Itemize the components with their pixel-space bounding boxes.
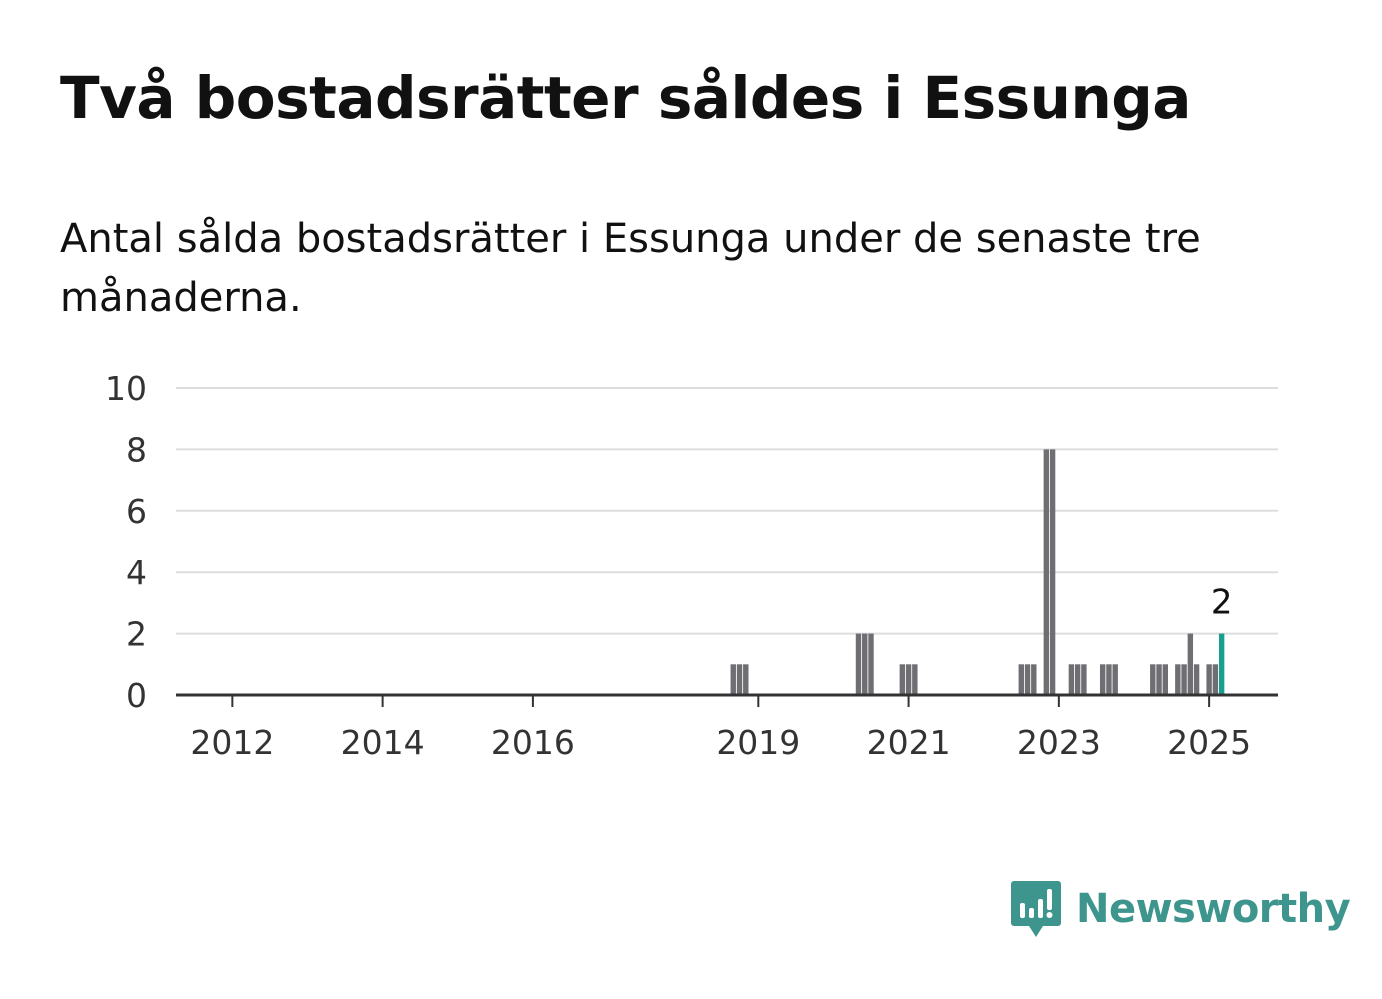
- bar: [1193, 664, 1200, 695]
- x-tick-label: 2023: [1017, 723, 1101, 762]
- y-tick-label: 8: [126, 430, 147, 469]
- y-tick-label: 2: [126, 615, 147, 654]
- bar: [1099, 664, 1106, 695]
- x-tick-label: 2012: [190, 723, 274, 762]
- bar: [1031, 664, 1037, 695]
- bar: [912, 664, 918, 695]
- data-label: 2: [1211, 583, 1233, 623]
- y-tick-label: 4: [126, 553, 147, 592]
- chart-title: Två bostadsrätter såldes i Essunga: [60, 64, 1191, 132]
- bar: [1187, 633, 1194, 695]
- bar: [862, 633, 868, 695]
- chart-subtitle: Antal sålda bostadsrätter i Essunga unde…: [60, 216, 1201, 321]
- bar-highlight: [1218, 633, 1225, 695]
- bar: [1068, 664, 1075, 695]
- bar: [1212, 664, 1219, 695]
- bar: [868, 633, 874, 695]
- bar: [1156, 664, 1162, 695]
- bar: [1162, 664, 1168, 695]
- bar: [855, 633, 862, 695]
- bar: [1181, 664, 1187, 695]
- bar: [730, 664, 736, 695]
- bar: [899, 664, 906, 695]
- bar: [743, 664, 749, 695]
- y-tick-label: 6: [126, 492, 147, 531]
- bar: [1150, 664, 1156, 695]
- bar: [1049, 449, 1056, 695]
- bar: [1018, 664, 1024, 695]
- gridlines: [176, 387, 1278, 635]
- bar: [736, 664, 743, 695]
- brand-name: Newsworthy: [1076, 886, 1351, 932]
- brand-logo: Newsworthy: [1010, 878, 1351, 940]
- newsworthy-logo-icon: [1011, 881, 1061, 937]
- bars: [730, 449, 1225, 695]
- y-tick-label: 0: [126, 676, 147, 715]
- x-tick-label: 2021: [867, 723, 951, 762]
- bar: [1112, 664, 1118, 695]
- bar: [1024, 664, 1031, 695]
- bar: [1206, 664, 1212, 695]
- x-tick-label: 2016: [491, 723, 575, 762]
- bar: [1175, 664, 1181, 695]
- bar: [1043, 449, 1050, 695]
- bar: [1074, 664, 1081, 695]
- x-tick-label: 2019: [716, 723, 800, 762]
- axes: 0 2 4 6 8 10 2012 2014 2016 2019 2021 2023 2025: [105, 369, 1278, 762]
- x-tick-label: 2014: [341, 723, 425, 762]
- x-tick-label: 2025: [1167, 723, 1251, 762]
- bar: [905, 664, 912, 695]
- y-tick-label: 10: [105, 369, 147, 408]
- bar: [1106, 664, 1112, 695]
- bar: [1081, 664, 1087, 695]
- data-labels: 2: [1211, 583, 1233, 623]
